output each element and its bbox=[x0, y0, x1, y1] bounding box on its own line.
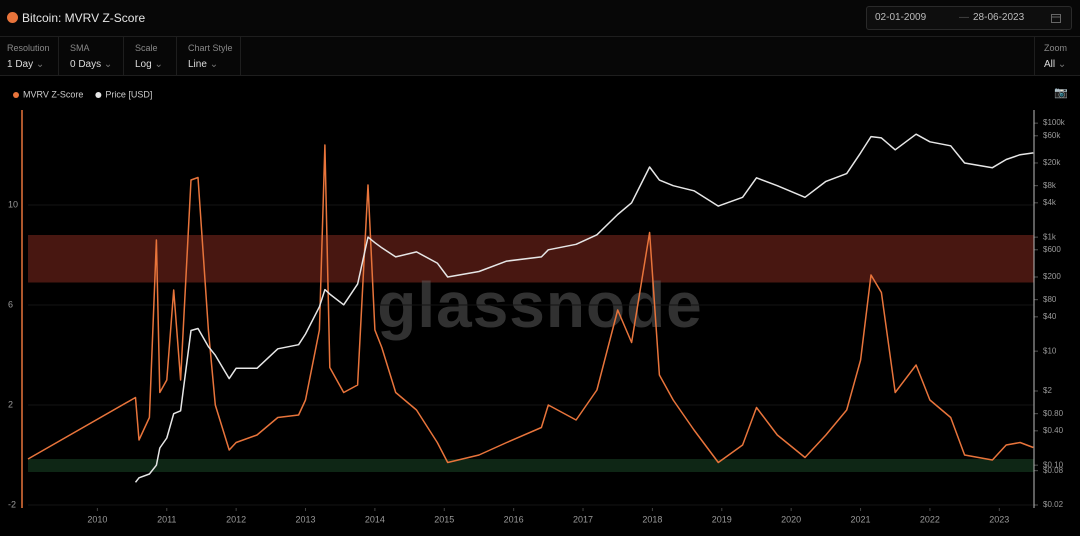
y-tick-label: 6 bbox=[8, 299, 13, 309]
chevron: ⌄ bbox=[35, 59, 45, 70]
separator bbox=[176, 37, 177, 75]
series-line bbox=[134, 133, 1034, 483]
separator bbox=[123, 37, 124, 75]
y2-tick-label: $10 bbox=[1043, 346, 1057, 355]
y2-tick-label: $0.02 bbox=[1043, 500, 1064, 509]
zone bbox=[28, 459, 1034, 472]
control-label: Resolution bbox=[7, 43, 50, 53]
legend-label: MVRV Z-Score bbox=[23, 89, 83, 99]
x-tick-label: 2014 bbox=[365, 514, 385, 524]
control[interactable]: Chart Style Line ⌄ bbox=[188, 43, 233, 73]
separator bbox=[58, 37, 59, 75]
control-value-text[interactable]: Log bbox=[135, 59, 152, 70]
legend-label: Price [USD] bbox=[105, 89, 152, 99]
separator bbox=[1034, 37, 1035, 75]
control-label: SMA bbox=[70, 43, 90, 53]
x-tick-label: 2023 bbox=[989, 514, 1009, 524]
y2-tick-label: $2 bbox=[1043, 386, 1052, 395]
y2-tick-label: $20k bbox=[1043, 158, 1061, 167]
date-to[interactable]: 28-06-2023 bbox=[973, 12, 1025, 23]
x-tick-label: 2015 bbox=[434, 514, 454, 524]
y2-tick-label: $80 bbox=[1043, 295, 1057, 304]
control[interactable]: SMA 0 Days ⌄ bbox=[70, 43, 112, 73]
control-value-text[interactable]: 1 Day bbox=[7, 59, 34, 70]
y-tick-label: 2 bbox=[8, 399, 13, 409]
zoom-label: Zoom bbox=[1044, 43, 1068, 53]
x-tick-label: 2012 bbox=[226, 514, 246, 524]
control[interactable]: Scale Log ⌄ bbox=[135, 43, 163, 73]
toolbar: Zoom All ⌄ Resolution 1 Day ⌄ SMA 0 Days ⌄ S… bbox=[0, 37, 1080, 76]
control-value[interactable]: 1 Day ⌄ bbox=[7, 59, 50, 70]
x-tick-label: 2018 bbox=[642, 514, 662, 524]
zoom-value-text[interactable]: All bbox=[1044, 59, 1056, 70]
x-tick-label: 2011 bbox=[157, 514, 176, 524]
x-tick-label: 2017 bbox=[573, 514, 593, 524]
control-value[interactable]: 0 Days ⌄ bbox=[70, 59, 112, 70]
title: Bitcoin: MVRV Z-Score bbox=[22, 11, 146, 25]
y2-tick-label: $0.08 bbox=[1043, 466, 1064, 475]
x-tick-label: 2019 bbox=[712, 514, 732, 524]
date-from[interactable]: 02-01-2009 bbox=[875, 12, 927, 23]
x-tick-label: 2016 bbox=[504, 514, 524, 524]
x-tick-label: 2022 bbox=[920, 514, 940, 524]
calendar-icon[interactable] bbox=[1051, 13, 1061, 23]
chevron: ⌄ bbox=[1057, 59, 1067, 70]
y2-tick-label: $60k bbox=[1043, 131, 1061, 140]
y-tick-label: -2 bbox=[8, 499, 16, 509]
y2-tick-label: $100k bbox=[1043, 118, 1066, 127]
control-label: Scale bbox=[135, 43, 158, 53]
chevron: ⌄ bbox=[103, 59, 113, 70]
control-value-text[interactable]: Line bbox=[188, 59, 207, 70]
legend-marker bbox=[13, 92, 19, 98]
x-tick-label: 2013 bbox=[296, 514, 316, 524]
dash: — bbox=[959, 12, 969, 23]
control-value[interactable]: Line ⌄ bbox=[188, 59, 233, 70]
series-line bbox=[27, 144, 1034, 464]
y-tick-label: 10 bbox=[8, 199, 18, 209]
y2-tick-label: $600 bbox=[1043, 245, 1061, 254]
y2-tick-label: $0.80 bbox=[1043, 409, 1064, 418]
date-range[interactable]: 02-01-2009 — 28-06-2023 bbox=[866, 6, 1072, 30]
x-tick-label: 2010 bbox=[87, 514, 107, 524]
x-tick-label: 2020 bbox=[781, 514, 801, 524]
x-tick-label: 2021 bbox=[851, 514, 871, 524]
chevron: ⌄ bbox=[154, 59, 163, 70]
legend-marker bbox=[95, 92, 102, 98]
header: Bitcoin: MVRV Z-Score 02-01-2009 — 28-06… bbox=[0, 0, 1080, 37]
control-value[interactable]: Log ⌄ bbox=[135, 59, 163, 70]
logo bbox=[7, 12, 18, 23]
y2-tick-label: $0.10 bbox=[1043, 460, 1064, 469]
zoom-value[interactable]: All ⌄ bbox=[1044, 59, 1067, 70]
y2-tick-label: $200 bbox=[1043, 272, 1061, 281]
y2-tick-label: $4k bbox=[1043, 198, 1057, 207]
control-label: Chart Style bbox=[188, 43, 233, 53]
separator bbox=[240, 37, 241, 75]
camera-icon: 📷 bbox=[1054, 87, 1068, 99]
zoom-control[interactable]: Zoom All ⌄ bbox=[1044, 43, 1067, 73]
y2-tick-label: $0.40 bbox=[1043, 426, 1064, 435]
y2-tick-label: $1k bbox=[1043, 232, 1057, 241]
control[interactable]: Resolution 1 Day ⌄ bbox=[7, 43, 50, 73]
control-value-text[interactable]: 0 Days bbox=[70, 59, 102, 70]
y2-tick-label: $8k bbox=[1043, 181, 1057, 190]
y2-tick-label: $40 bbox=[1043, 312, 1057, 321]
chevron: ⌄ bbox=[209, 59, 219, 70]
